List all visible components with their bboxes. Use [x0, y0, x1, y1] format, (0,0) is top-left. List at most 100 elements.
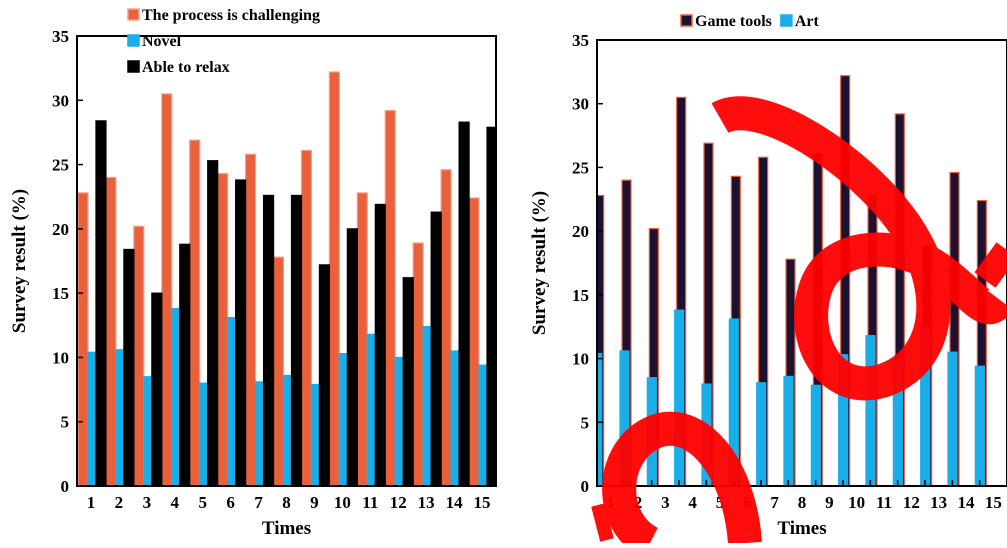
bar-s1-c2 — [105, 176, 117, 486]
bar-s1-c15 — [976, 199, 987, 486]
y-tick-label: 15 — [572, 286, 589, 305]
bar-s3-c14 — [458, 121, 470, 486]
bar-s3-c1 — [95, 120, 107, 486]
bar-s1-c12 — [894, 113, 905, 486]
x-tick-label: 9 — [825, 493, 834, 512]
bar-s1-c11 — [356, 192, 368, 486]
y-tick-label: 30 — [52, 91, 69, 110]
bar-s3-c8 — [290, 194, 303, 486]
x-tick-label: 4 — [171, 493, 180, 512]
bar-s1-c7 — [758, 156, 769, 486]
bar-s1-c9 — [300, 149, 313, 486]
bar-s2-c15 — [974, 365, 985, 486]
x-tick-label: 3 — [143, 493, 152, 512]
x-tick-label: 12 — [903, 493, 920, 512]
x-tick-label: 8 — [798, 493, 807, 512]
bar-s1-c1 — [597, 194, 605, 486]
bar-s1-c12 — [384, 109, 396, 486]
y-axis-title: Survey result (%) — [529, 191, 550, 335]
x-tick-label: 3 — [661, 493, 670, 512]
legend-label-2: Art — [795, 13, 820, 30]
bar-s1-c14 — [440, 169, 452, 486]
bar-s2-c4 — [674, 309, 685, 486]
bar-s3-c2 — [123, 248, 135, 486]
y-tick-label: 20 — [52, 220, 69, 239]
y-tick-label: 0 — [61, 477, 70, 496]
bar-s3-c3 — [151, 292, 163, 486]
y-tick-label: 30 — [572, 95, 589, 114]
bar-s1-c8 — [785, 258, 796, 486]
bar-s2-c9 — [810, 384, 821, 486]
y-tick-label: 10 — [52, 348, 69, 367]
bar-s3-c11 — [374, 203, 386, 486]
bar-s2-c10 — [838, 354, 849, 486]
legend-swatch-1 — [680, 14, 693, 27]
watermark-stroke-4 — [974, 242, 1007, 288]
watermark — [591, 96, 1007, 548]
bars-group — [77, 71, 496, 486]
y-tick-label: 10 — [572, 350, 589, 369]
bar-s3-c15 — [486, 126, 496, 486]
bar-s1-c3 — [133, 225, 145, 486]
x-tick-label: 7 — [770, 493, 779, 512]
x-tick-label: 15 — [474, 493, 491, 512]
bar-s3-c6 — [235, 179, 247, 486]
bar-s3-c4 — [179, 243, 191, 486]
legend-label-1: Game tools — [695, 13, 772, 30]
x-axis-title: Times — [777, 518, 826, 539]
bar-s3-c5 — [207, 160, 219, 486]
bar-s1-c2 — [621, 179, 632, 486]
y-tick-label: 15 — [52, 284, 69, 303]
bar-s2-c2 — [619, 350, 630, 486]
x-tick-label: 10 — [848, 493, 865, 512]
watermark-stroke-3 — [591, 503, 614, 542]
bar-s1-c6 — [217, 172, 229, 486]
x-tick-label: 2 — [634, 493, 643, 512]
bar-s1-c10 — [328, 71, 340, 486]
legend-swatch-1 — [127, 8, 140, 21]
x-tick-label: 8 — [282, 493, 291, 512]
bar-s3-c7 — [262, 194, 275, 486]
bar-s2-c8 — [783, 375, 794, 486]
legend: The process is challenging Novel Able to r… — [127, 7, 320, 76]
bar-s1-c7 — [244, 153, 257, 486]
x-tick-label: 15 — [985, 493, 1002, 512]
y-tick-label: 5 — [61, 413, 70, 432]
x-tick-label: 1 — [87, 493, 96, 512]
x-tick-label: 13 — [930, 493, 947, 512]
y-tick-label: 20 — [572, 222, 589, 241]
bar-s1-c4 — [161, 93, 173, 486]
bar-s1-c10 — [840, 75, 851, 486]
x-tick-label: 4 — [688, 493, 697, 512]
y-tick-label: 5 — [581, 413, 590, 432]
legend-label-3: Able to relax — [142, 59, 230, 76]
y-tick-label: 35 — [52, 27, 69, 46]
bar-s1-c13 — [412, 242, 424, 486]
x-axis-title: Times — [262, 518, 311, 539]
y-tick-label: 35 — [572, 31, 589, 50]
bar-s2-c6 — [728, 318, 739, 486]
legend-swatch-2 — [127, 34, 140, 47]
y-tick-label: 25 — [52, 156, 69, 175]
bar-s3-c12 — [402, 277, 414, 486]
plot-frame — [76, 35, 497, 487]
bar-s1-c1 — [77, 192, 89, 486]
x-tick-label: 13 — [418, 493, 435, 512]
plot-frame — [596, 39, 1007, 487]
bar-s1-c8 — [272, 256, 285, 486]
bar-s2-c11 — [865, 335, 876, 486]
bar-s3-c10 — [346, 228, 358, 486]
watermark-stroke-1 — [711, 96, 1007, 401]
y-tick-label: 25 — [572, 158, 589, 177]
x-tick-label: 12 — [390, 493, 407, 512]
y-tick-label: 0 — [581, 477, 590, 496]
bar-s1-c5 — [189, 139, 201, 486]
bar-s1-c15 — [468, 197, 480, 486]
watermark-stroke-2 — [602, 411, 762, 548]
legend-label-2: Novel — [142, 33, 182, 50]
x-tick-label: 14 — [958, 493, 976, 512]
x-tick-label: 11 — [876, 493, 892, 512]
